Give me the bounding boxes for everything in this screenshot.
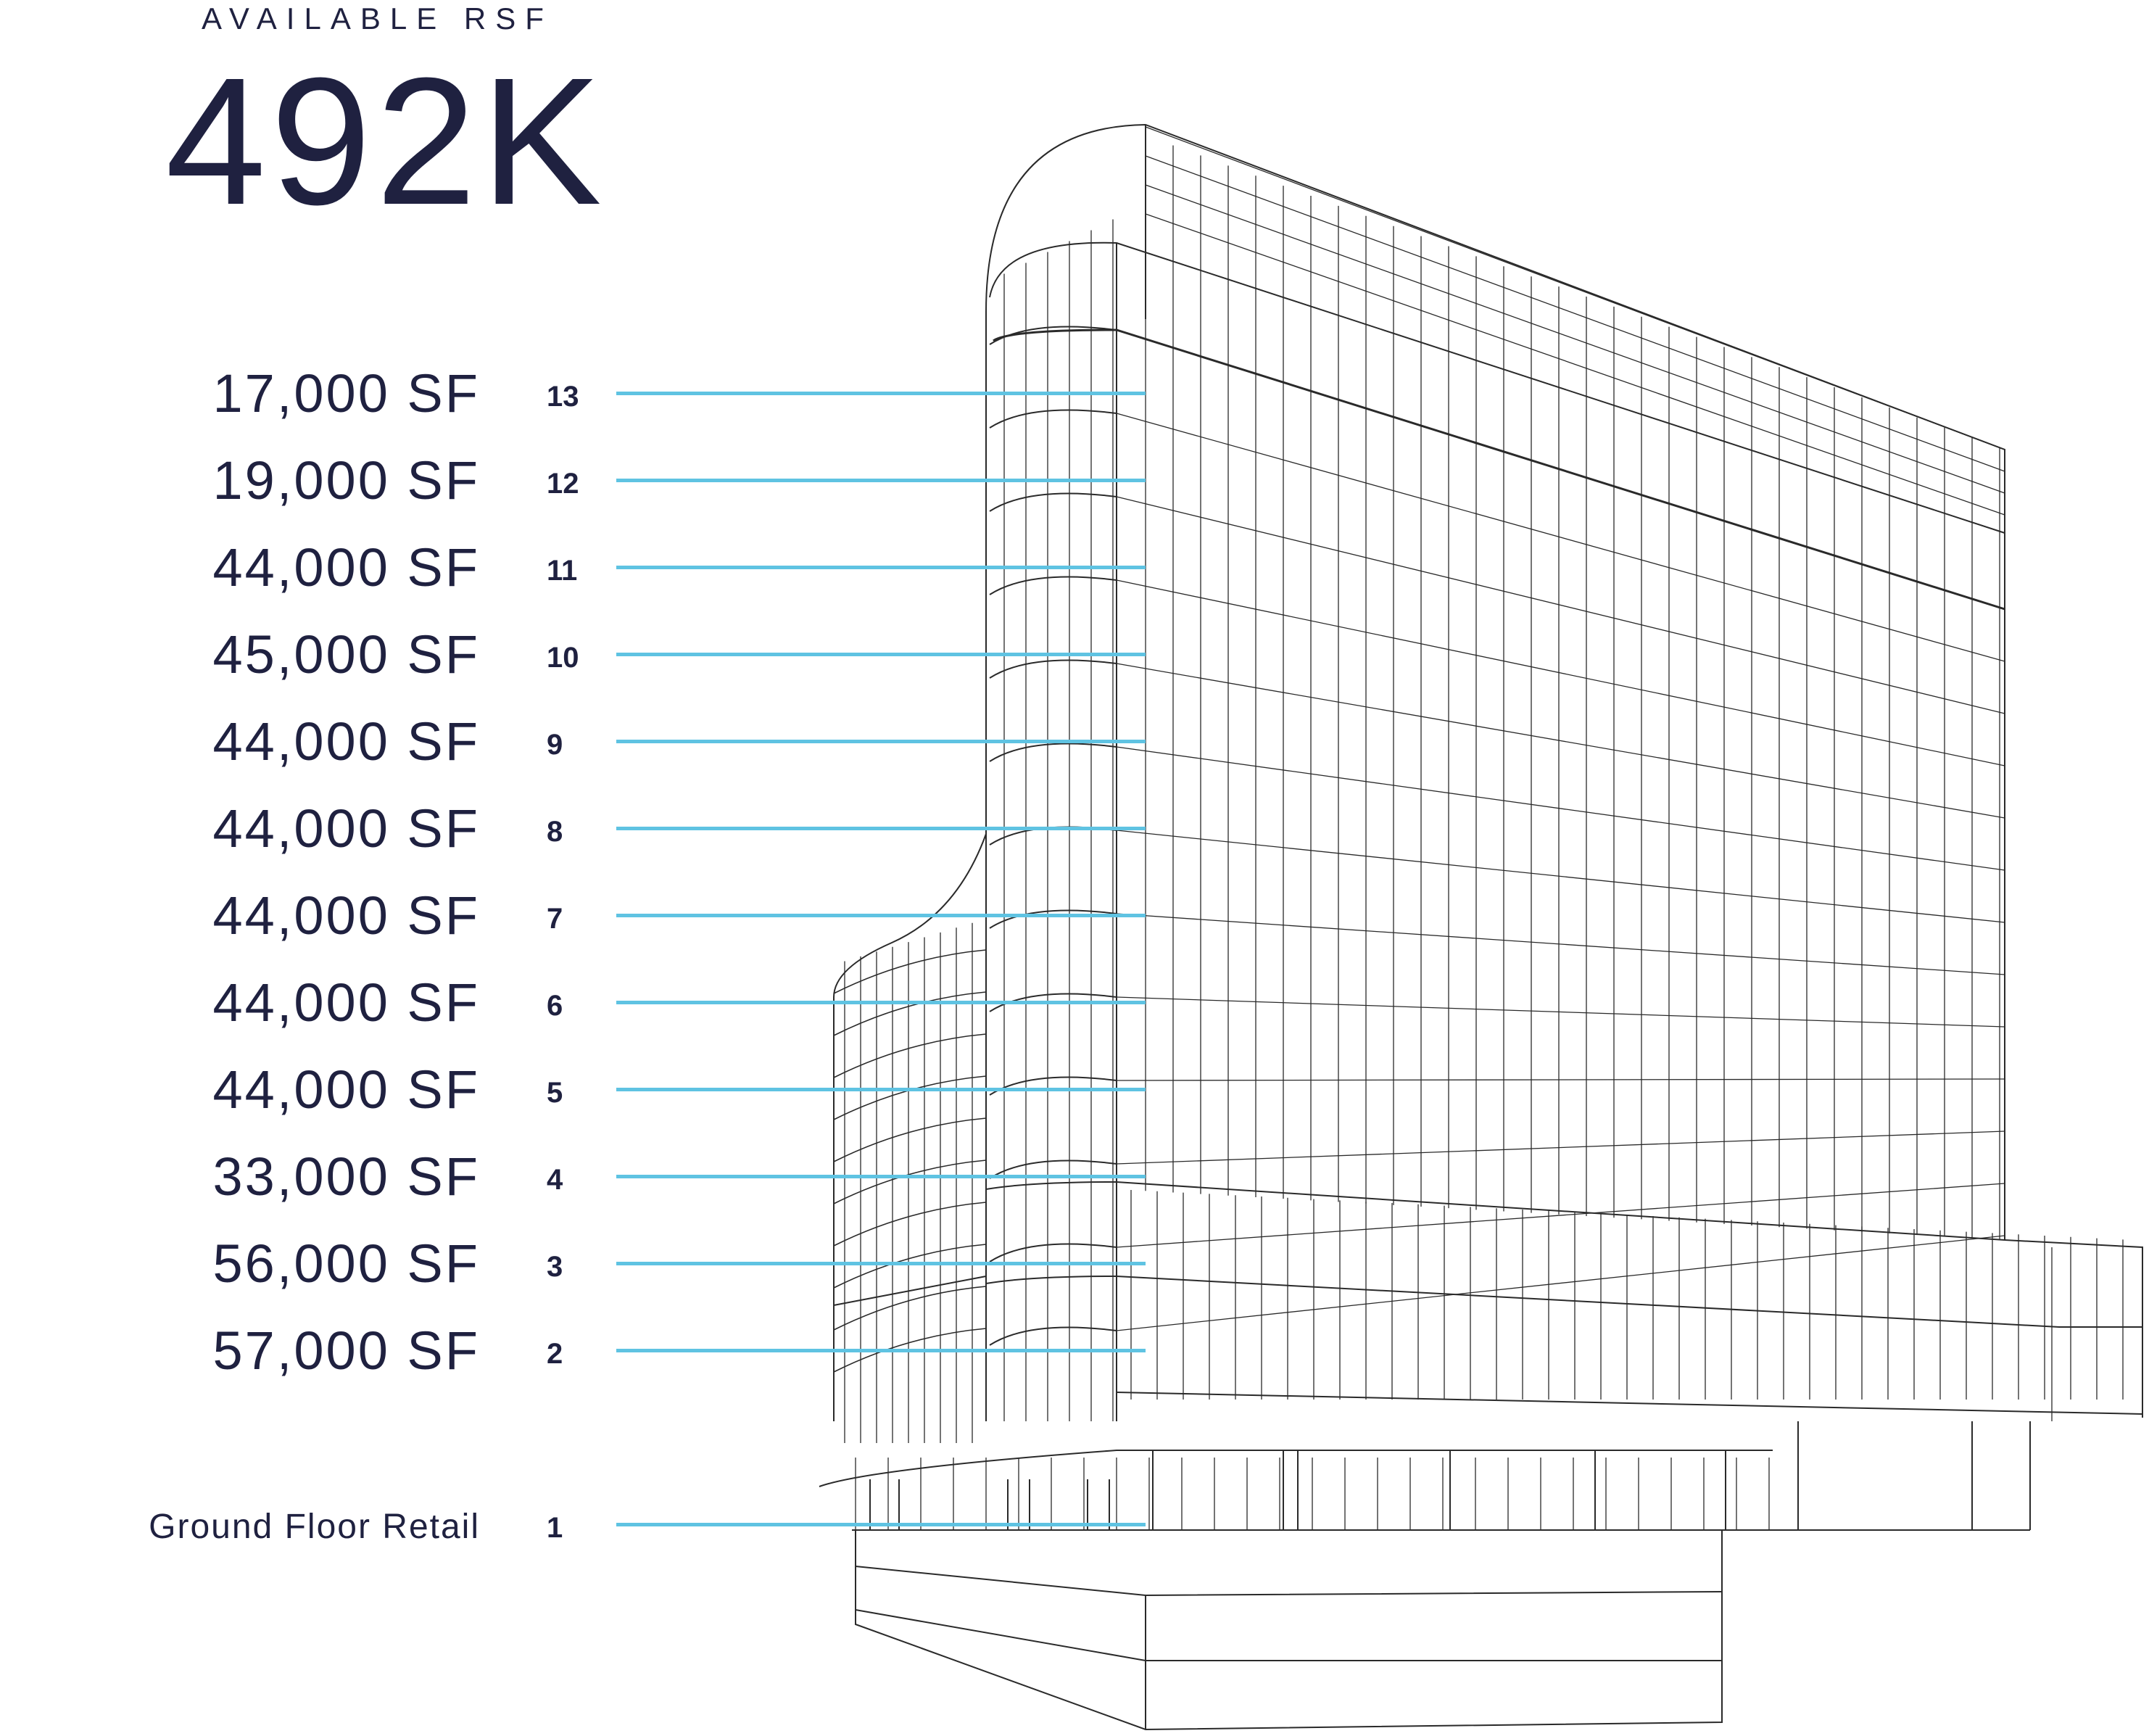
floor-number-label: 2 bbox=[547, 1338, 563, 1370]
floor-area-label: 44,000 SF bbox=[212, 537, 480, 598]
floor-leader-line bbox=[616, 653, 1146, 656]
floor-area-label: 45,000 SF bbox=[212, 624, 480, 685]
floor-row: 44,000 SF 7 bbox=[0, 885, 1160, 946]
floor-leader-line bbox=[616, 392, 1146, 395]
floor-leader-line bbox=[616, 479, 1146, 482]
ground-floor-outline bbox=[819, 1450, 1773, 1487]
floor-area-label: 44,000 SF bbox=[212, 972, 480, 1033]
floor-number-label: 5 bbox=[547, 1077, 563, 1109]
floor-area-label: 33,000 SF bbox=[212, 1146, 480, 1207]
floor-leader-line bbox=[616, 740, 1146, 743]
available-rsf-label: AVAILABLE RSF bbox=[202, 1, 553, 36]
floor-area-label: 17,000 SF bbox=[212, 363, 480, 423]
floor-leader-line bbox=[616, 1262, 1146, 1265]
tower-outline bbox=[985, 123, 2005, 1421]
floor-area-label: 44,000 SF bbox=[212, 885, 480, 946]
floor-row: 57,000 SF 2 bbox=[0, 1320, 1160, 1381]
floor-row: 33,000 SF 4 bbox=[0, 1146, 1160, 1207]
floor-area-label: 57,000 SF bbox=[212, 1320, 480, 1381]
floor-leader-line bbox=[616, 1349, 1146, 1352]
floor-row: Ground Floor Retail 1 bbox=[0, 1494, 1160, 1552]
floor-leader-line bbox=[616, 914, 1146, 917]
floor-number-label: 12 bbox=[547, 468, 579, 500]
podium-outline bbox=[833, 833, 987, 1421]
floor-row: 56,000 SF 3 bbox=[0, 1233, 1160, 1294]
floor-number-label: 8 bbox=[547, 816, 563, 848]
floor-area-label: 56,000 SF bbox=[212, 1233, 480, 1294]
floor-area-label: 44,000 SF bbox=[212, 711, 480, 772]
floor-number-label: 1 bbox=[547, 1512, 563, 1544]
floor-row: 19,000 SF 12 bbox=[0, 450, 1160, 511]
floor-leader-line bbox=[616, 827, 1146, 830]
floor-leader-line bbox=[616, 1523, 1146, 1526]
floor-leader-line bbox=[616, 1175, 1146, 1178]
floor-number-label: 11 bbox=[547, 555, 578, 587]
floor-number-label: 13 bbox=[547, 381, 579, 413]
floor-row: 44,000 SF 9 bbox=[0, 711, 1160, 772]
floor-row: 45,000 SF 10 bbox=[0, 624, 1160, 685]
floor-number-label: 4 bbox=[547, 1164, 563, 1196]
floor-area-label: Ground Floor Retail bbox=[149, 1508, 480, 1546]
floor-number-label: 7 bbox=[547, 903, 563, 935]
floor-number-label: 9 bbox=[547, 729, 563, 761]
floor-area-label: 44,000 SF bbox=[212, 1059, 480, 1120]
floor-number-label: 3 bbox=[547, 1251, 563, 1283]
floor-leader-line bbox=[616, 566, 1146, 569]
floor-row: 17,000 SF 13 bbox=[0, 363, 1160, 423]
floor-leader-line bbox=[616, 1001, 1146, 1004]
floor-row: 44,000 SF 8 bbox=[0, 798, 1160, 859]
available-rsf-total: 492K bbox=[165, 40, 606, 242]
floor-area-label: 44,000 SF bbox=[212, 798, 480, 859]
floor-number-label: 6 bbox=[547, 990, 563, 1022]
floor-area-label: 19,000 SF bbox=[212, 450, 480, 511]
floor-leader-line bbox=[616, 1088, 1146, 1091]
floor-row: 44,000 SF 11 bbox=[0, 537, 1160, 598]
floor-row: 44,000 SF 6 bbox=[0, 972, 1160, 1033]
floor-number-label: 10 bbox=[547, 642, 579, 674]
foundation-outline bbox=[855, 1530, 1723, 1731]
floor-row: 44,000 SF 5 bbox=[0, 1059, 1160, 1120]
